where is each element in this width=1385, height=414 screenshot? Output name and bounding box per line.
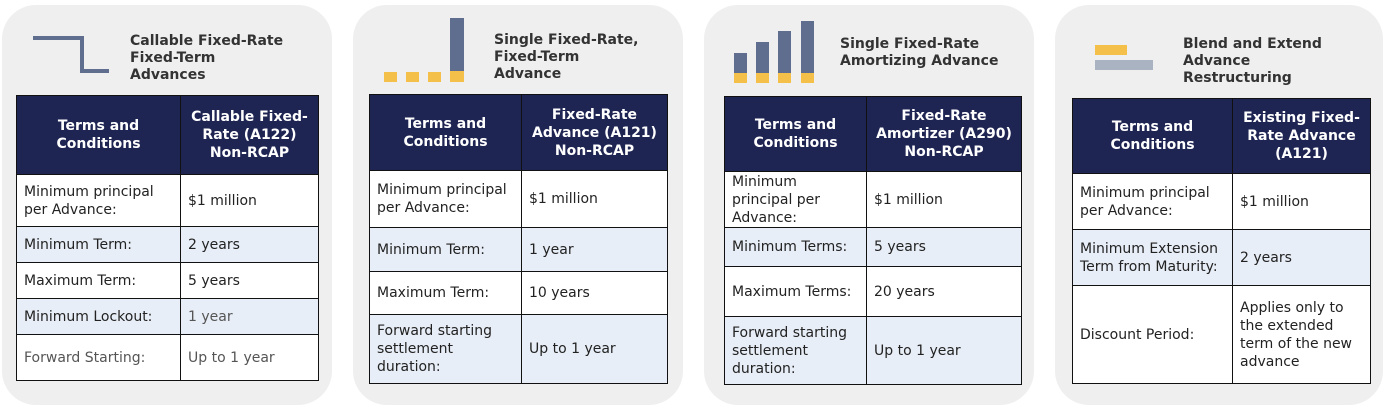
terms-table: Terms and Conditions Existing Fixed-Rate…	[1072, 98, 1371, 384]
value-cell: 2 years	[180, 226, 319, 263]
term-cell: Minimum Term:	[369, 227, 522, 272]
card-blend-and-extend: Blend and Extend Advance Restructuring T…	[1055, 5, 1383, 405]
amortizing-bars-icon	[733, 19, 823, 89]
term-cell: Maximum Term:	[16, 262, 181, 299]
value-cell: Applies only to the extended term of the…	[1232, 285, 1371, 384]
term-cell: Maximum Term:	[369, 271, 522, 315]
term-cell: Minimum principal per Advance:	[724, 171, 867, 228]
value-cell: Up to 1 year	[180, 334, 319, 381]
step-line-icon	[33, 35, 113, 79]
value-cell: 20 years	[866, 266, 1022, 317]
value-cell: $1 million	[1232, 173, 1371, 230]
header-product: Fixed-Rate Amortizer (A290) Non-RCAP	[866, 96, 1022, 172]
header-terms: Terms and Conditions	[16, 95, 181, 175]
term-cell: Maximum Terms:	[724, 266, 867, 317]
bullet-repayment-bar-icon	[383, 17, 473, 87]
value-cell: $1 million	[180, 174, 319, 227]
value-cell: $1 million	[521, 170, 668, 228]
value-cell: 10 years	[521, 271, 668, 315]
term-cell: Minimum Lockout:	[16, 298, 181, 335]
card-callable-fixed-rate: Callable Fixed-Rate Fixed-Term Advances …	[2, 5, 332, 405]
header-terms: Terms and Conditions	[369, 94, 522, 171]
value-cell: Up to 1 year	[866, 316, 1022, 385]
value-cell: Up to 1 year	[521, 314, 668, 384]
term-cell: Discount Period:	[1072, 285, 1233, 384]
terms-table: Terms and Conditions Fixed-Rate Advance …	[369, 94, 668, 384]
term-cell: Forward starting settlement duration:	[369, 314, 522, 384]
header-product: Callable Fixed-Rate (A122) Non-RCAP	[180, 95, 319, 175]
card-title: Callable Fixed-Rate Fixed-Term Advances	[130, 33, 284, 83]
value-cell: 2 years	[1232, 229, 1371, 286]
header-product: Existing Fixed-Rate Advance (A121)	[1232, 98, 1371, 174]
card-title: Single Fixed-Rate Amortizing Advance	[840, 36, 999, 69]
term-cell: Minimum Extension Term from Maturity:	[1072, 229, 1233, 286]
value-cell: 1 year	[521, 227, 668, 272]
card-single-fixed-rate: Single Fixed-Rate, Fixed-Term Advance Te…	[353, 5, 683, 405]
term-cell: Minimum principal per Advance:	[16, 174, 181, 227]
term-cell: Minimum principal per Advance:	[369, 170, 522, 228]
term-cell: Forward Starting:	[16, 334, 181, 381]
term-cell: Minimum principal per Advance:	[1072, 173, 1233, 230]
terms-table: Terms and Conditions Fixed-Rate Amortize…	[724, 96, 1022, 385]
value-cell: $1 million	[866, 171, 1022, 228]
term-cell: Minimum Term:	[16, 226, 181, 263]
term-cell: Forward starting settlement duration:	[724, 316, 867, 385]
blend-extend-icon	[1095, 45, 1155, 77]
terms-table: Terms and Conditions Callable Fixed-Rate…	[16, 95, 319, 381]
value-cell: 5 years	[180, 262, 319, 299]
header-terms: Terms and Conditions	[1072, 98, 1233, 174]
card-single-fixed-rate-amortizing: Single Fixed-Rate Amortizing Advance Ter…	[704, 5, 1034, 405]
value-cell: 5 years	[866, 227, 1022, 267]
value-cell: 1 year	[180, 298, 319, 335]
header-terms: Terms and Conditions	[724, 96, 867, 172]
header-product: Fixed-Rate Advance (A121) Non-RCAP	[521, 94, 668, 171]
card-title: Single Fixed-Rate, Fixed-Term Advance	[494, 32, 639, 82]
term-cell: Minimum Terms:	[724, 227, 867, 267]
card-title: Blend and Extend Advance Restructuring	[1183, 36, 1322, 86]
